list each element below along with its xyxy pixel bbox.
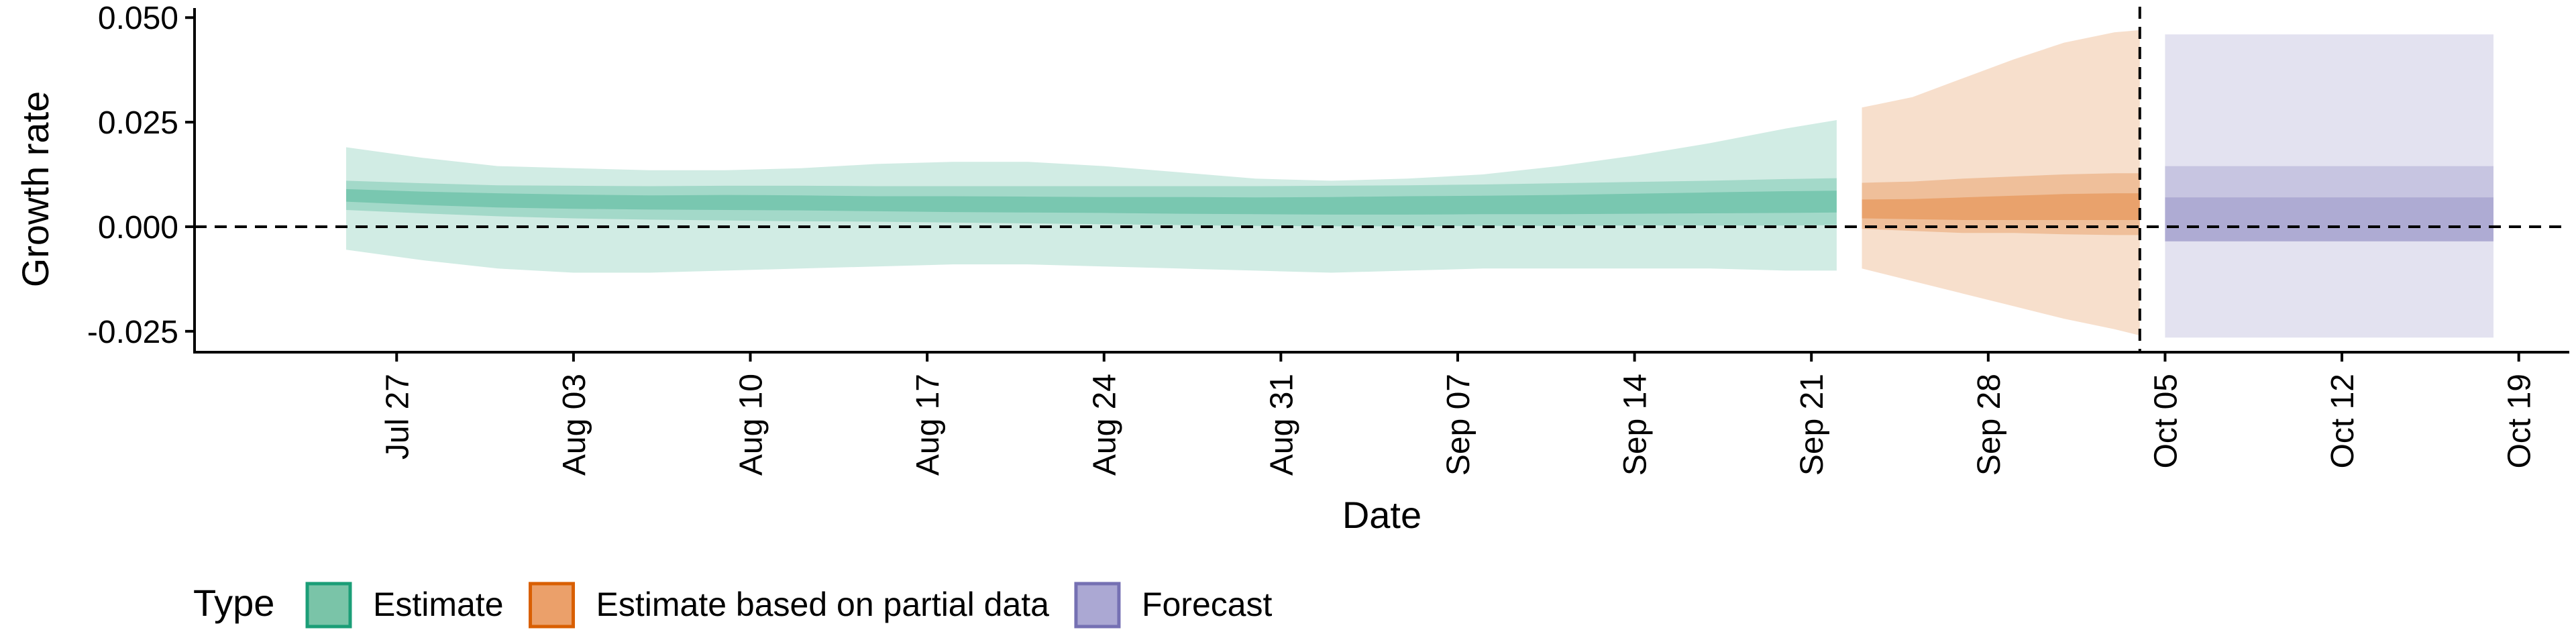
legend-swatch-estimate-based-on-partial-data — [529, 582, 576, 629]
x-tick-label: Aug 17 — [910, 374, 946, 476]
x-axis-title: Date — [1342, 494, 1421, 536]
y-tick-label: 0.000 — [98, 210, 178, 246]
estimate-based-on-partial-data-band-90 — [1862, 30, 2140, 336]
legend-label-estimate: Estimate — [373, 586, 504, 623]
x-tick-label: Aug 24 — [1087, 374, 1123, 476]
y-tick-label: 0.025 — [98, 105, 178, 141]
legend-label-forecast: Forecast — [1142, 586, 1273, 623]
x-tick-label: Sep 07 — [1441, 374, 1477, 476]
forecast-band-90 — [2165, 34, 2493, 338]
estimate-based-on-partial-data-band-50 — [1862, 173, 2140, 235]
x-tick-label: Aug 31 — [1264, 374, 1299, 476]
axes: 0.050 0.025 0.000 -0.025 Jul 27 Aug 03 Aug 10 A… — [87, 1, 2569, 476]
forecast-band-50 — [2165, 166, 2493, 241]
legend: Type Estimate Estimate based on partial d… — [193, 582, 1273, 629]
y-tick-label: -0.025 — [87, 315, 178, 350]
estimate-band-90 — [346, 120, 1837, 273]
reference-lines — [195, 7, 2569, 352]
x-tick-label: Oct 19 — [2502, 374, 2538, 468]
x-tick-label: Sep 28 — [1972, 374, 2007, 476]
estimate-band-50 — [346, 178, 1837, 227]
estimate-based-on-partial-data-band-20 — [1862, 193, 2140, 220]
y-axis-title: Growth rate — [14, 91, 56, 288]
x-tick-label: Jul 27 — [380, 374, 415, 460]
legend-swatch-forecast — [1074, 582, 1121, 629]
forecast-band-20 — [2165, 197, 2493, 241]
x-tick-label: Sep 21 — [1794, 374, 1830, 476]
legend-label-estimate-based-on-partial-data: Estimate based on partial data — [596, 586, 1050, 623]
x-tick-label: Aug 10 — [734, 374, 769, 476]
legend-title: Type — [193, 582, 274, 624]
x-tick-label: Oct 12 — [2325, 374, 2361, 468]
ribbon-layer — [346, 30, 2493, 338]
x-tick-label: Oct 05 — [2148, 374, 2184, 468]
x-tick-label: Aug 03 — [557, 374, 592, 476]
y-tick-label: 0.050 — [98, 1, 178, 36]
legend-swatch-estimate — [305, 582, 352, 629]
estimate-band-20 — [346, 189, 1837, 215]
x-tick-label: Sep 14 — [1618, 374, 1654, 476]
